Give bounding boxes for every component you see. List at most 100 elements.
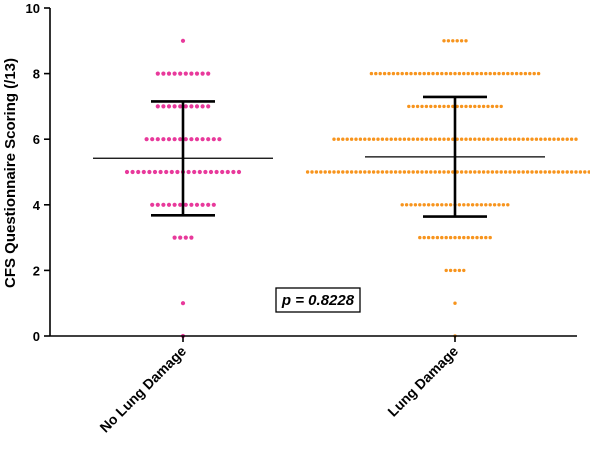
y-axis-label: CFS Questionnaire Scoring (/13) — [2, 58, 19, 288]
data-point — [534, 137, 539, 141]
data-point — [470, 235, 475, 240]
data-point — [521, 170, 525, 174]
data-point — [354, 170, 358, 174]
data-point — [488, 235, 492, 240]
data-point — [470, 203, 475, 207]
data-point — [200, 71, 205, 76]
data-point — [459, 39, 464, 43]
data-point — [512, 170, 517, 174]
data-point — [411, 137, 415, 141]
data-point — [512, 137, 517, 141]
data-point — [367, 137, 371, 141]
data-point — [587, 170, 590, 174]
data-point — [519, 71, 523, 76]
data-point — [464, 39, 468, 43]
data-point — [468, 170, 473, 174]
data-point — [442, 137, 446, 141]
data-point — [376, 170, 380, 174]
data-point — [473, 137, 477, 141]
data-point — [387, 71, 391, 76]
data-point — [462, 268, 466, 273]
data-point — [497, 71, 501, 76]
data-point — [354, 137, 358, 141]
data-point — [521, 137, 525, 141]
data-point — [166, 104, 172, 109]
data-point — [236, 169, 242, 175]
data-point — [166, 137, 172, 142]
data-point — [473, 104, 477, 109]
data-point — [400, 203, 404, 207]
data-point — [440, 71, 444, 76]
x-tick-label: No Lung Damage — [96, 343, 189, 436]
data-point — [431, 235, 435, 240]
data-point — [437, 104, 442, 109]
data-point — [444, 203, 448, 207]
data-point — [451, 170, 455, 174]
data-point — [180, 301, 186, 306]
data-point — [556, 137, 561, 141]
data-point — [459, 170, 464, 174]
data-point — [380, 137, 385, 141]
x-tick-label: Lung Damage — [384, 343, 461, 420]
data-point — [495, 170, 499, 174]
data-point — [501, 203, 506, 207]
data-point — [367, 170, 371, 174]
data-point — [444, 268, 448, 273]
data-point — [200, 137, 205, 142]
data-point — [517, 137, 521, 141]
data-point — [371, 170, 376, 174]
data-point — [451, 137, 455, 141]
data-point — [444, 235, 448, 240]
data-point — [178, 202, 183, 207]
data-point — [486, 137, 490, 141]
data-point — [539, 137, 543, 141]
data-point — [197, 169, 202, 175]
data-point — [429, 170, 433, 174]
data-point — [547, 137, 552, 141]
data-point — [462, 203, 466, 207]
data-point — [561, 137, 565, 141]
data-point — [488, 203, 492, 207]
data-point — [457, 203, 462, 207]
data-point — [211, 202, 216, 207]
data-point — [183, 202, 188, 207]
data-point — [144, 137, 149, 142]
data-point — [552, 137, 556, 141]
data-point — [418, 203, 422, 207]
data-point — [490, 137, 495, 141]
data-point — [530, 137, 534, 141]
data-point — [415, 137, 420, 141]
data-point — [422, 203, 426, 207]
data-point — [413, 203, 418, 207]
data-point — [420, 170, 424, 174]
data-point — [451, 104, 455, 109]
data-point — [464, 104, 468, 109]
data-point — [336, 170, 341, 174]
data-point — [442, 39, 446, 43]
data-point — [409, 203, 413, 207]
data-point — [341, 170, 345, 174]
data-point — [415, 104, 420, 109]
data-point — [481, 137, 486, 141]
data-point — [415, 170, 420, 174]
data-point — [431, 203, 435, 207]
data-point — [208, 169, 214, 175]
data-point — [532, 71, 536, 76]
data-point — [141, 169, 146, 175]
data-point — [517, 170, 521, 174]
data-point — [525, 170, 530, 174]
data-point — [466, 235, 470, 240]
data-point — [189, 202, 194, 207]
data-point — [358, 170, 363, 174]
data-point — [189, 235, 194, 240]
y-tick-label: 2 — [33, 263, 40, 278]
y-tick-label: 10 — [26, 1, 40, 16]
data-point — [495, 104, 499, 109]
data-point — [464, 170, 468, 174]
data-point — [479, 71, 484, 76]
data-point — [453, 71, 457, 76]
data-point — [411, 170, 415, 174]
data-point — [172, 202, 177, 207]
data-point — [435, 235, 440, 240]
data-point — [192, 169, 197, 175]
